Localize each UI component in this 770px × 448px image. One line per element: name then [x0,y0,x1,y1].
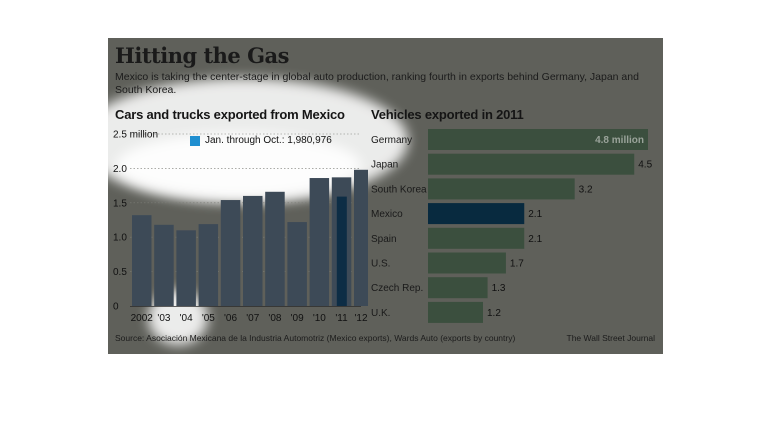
y-tick-label: 1.5 [113,198,127,209]
bar [354,169,368,306]
chart-title: Hitting the Gas [115,43,289,68]
category-label: Japan [371,160,398,171]
charts-canvas: 2.5 million 2.0 1.5 1.0 0.5 0 2002'03 '04 '05 '06… [113,129,653,324]
bar [428,129,648,150]
y-tick-label: 0.5 [113,267,127,278]
bar [428,203,525,225]
bar [428,227,525,249]
value-label: 2.1 [528,234,542,245]
partial-year-bar [336,196,347,306]
bar [428,252,506,274]
x-tick-label: '11 [335,313,348,324]
category-label: Czech Rep. [371,283,423,294]
right-chart-title: Vehicles exported in 2011 [371,107,524,122]
x-tick-label: '04 [180,313,193,324]
x-tick-label: '05 [202,313,215,324]
legend-swatch [190,135,200,146]
legend-label: Jan. through Oct.: 1,980,976 [205,135,332,146]
x-tick-label: 2002 [131,313,154,324]
y-tick-label: 1.0 [113,233,127,244]
infographic-panel: Hitting the Gas Mexico is taking the cen… [108,38,663,354]
category-label: U.S. [371,259,390,270]
value-label: 4.8 million [595,135,644,146]
y-tick-label: 2.5 million [113,130,158,141]
x-tick-label: '06 [224,313,237,324]
category-label: U.K. [371,308,390,319]
x-tick-label: '09 [291,313,304,324]
y-tick-label: 2.0 [113,164,127,175]
value-label: 2.1 [528,209,542,220]
left-chart-title: Cars and trucks exported from Mexico [115,107,345,122]
bar [220,200,241,306]
chart-subtitle: Mexico is taking the center-stage in glo… [115,71,639,96]
bar [198,224,219,306]
value-label: 1.2 [487,308,501,319]
bar [428,153,635,175]
category-label: South Korea [371,184,427,195]
bar [265,191,285,306]
value-label: 4.5 [638,160,652,171]
x-tick-label: '07 [246,313,259,324]
bar [428,277,488,299]
publisher-credit: The Wall Street Journal [566,333,656,343]
bar [132,215,152,306]
y-tick-label: 0 [113,302,119,313]
legend: Jan. through Oct.: 1,980,976 [190,135,332,146]
bar [428,301,483,323]
x-tick-label: '12 [354,313,367,324]
value-label: 1.7 [510,259,524,270]
x-tick-label: '03 [157,313,170,324]
category-label: Mexico [371,209,403,220]
category-label: Spain [371,234,397,245]
bar [154,224,174,306]
value-label: 3.2 [579,184,593,195]
bar [243,195,263,306]
value-label: 1.3 [492,283,506,294]
source-note: Source: Asociación Mexicana de la Indust… [115,333,516,343]
bar [309,178,330,306]
category-label: Germany [371,135,412,146]
x-tick-label: '10 [313,313,326,324]
x-tick-label: '08 [268,313,281,324]
bar [428,178,575,200]
bar [287,222,307,306]
bar [176,230,196,306]
